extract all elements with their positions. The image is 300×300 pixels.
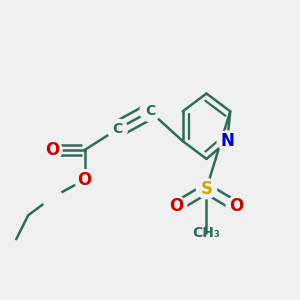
Text: O: O — [169, 197, 184, 215]
Circle shape — [226, 196, 246, 217]
Circle shape — [42, 140, 62, 160]
Text: C: C — [112, 122, 122, 136]
Circle shape — [217, 131, 237, 151]
Text: CH₃: CH₃ — [193, 226, 220, 240]
Text: O: O — [45, 141, 59, 159]
Circle shape — [196, 178, 217, 199]
Circle shape — [167, 196, 187, 217]
Text: O: O — [229, 197, 243, 215]
Circle shape — [107, 119, 128, 139]
Circle shape — [74, 169, 95, 190]
Text: S: S — [200, 180, 212, 198]
Text: C: C — [145, 104, 155, 118]
Text: O: O — [77, 171, 92, 189]
Circle shape — [140, 101, 160, 122]
Circle shape — [42, 188, 62, 208]
Text: N: N — [220, 132, 234, 150]
